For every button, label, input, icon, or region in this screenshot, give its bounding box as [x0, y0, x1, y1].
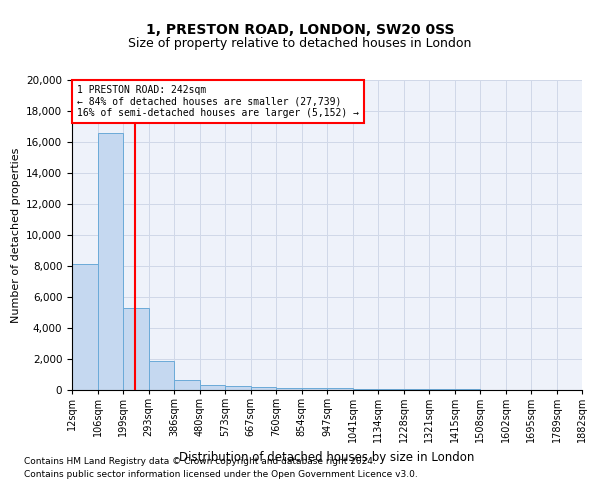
Bar	[327, 388, 353, 390]
Bar	[72, 264, 98, 390]
Text: Contains HM Land Registry data © Crown copyright and database right 2024.: Contains HM Land Registry data © Crown c…	[24, 458, 376, 466]
Bar	[276, 388, 302, 390]
Bar	[251, 387, 276, 390]
Y-axis label: Number of detached properties: Number of detached properties	[11, 148, 20, 322]
Bar	[200, 385, 225, 390]
Bar	[302, 388, 327, 390]
Bar	[174, 380, 200, 390]
Bar	[123, 308, 149, 390]
Text: 1, PRESTON ROAD, LONDON, SW20 0SS: 1, PRESTON ROAD, LONDON, SW20 0SS	[146, 22, 454, 36]
Bar	[98, 132, 123, 390]
Text: 1 PRESTON ROAD: 242sqm
← 84% of detached houses are smaller (27,739)
16% of semi: 1 PRESTON ROAD: 242sqm ← 84% of detached…	[77, 84, 359, 118]
Text: Size of property relative to detached houses in London: Size of property relative to detached ho…	[128, 38, 472, 51]
Bar	[378, 389, 404, 390]
Text: Contains public sector information licensed under the Open Government Licence v3: Contains public sector information licen…	[24, 470, 418, 479]
X-axis label: Distribution of detached houses by size in London: Distribution of detached houses by size …	[179, 451, 475, 464]
Bar	[149, 362, 174, 390]
Bar	[225, 386, 251, 390]
Bar	[353, 389, 378, 390]
Bar	[404, 389, 429, 390]
